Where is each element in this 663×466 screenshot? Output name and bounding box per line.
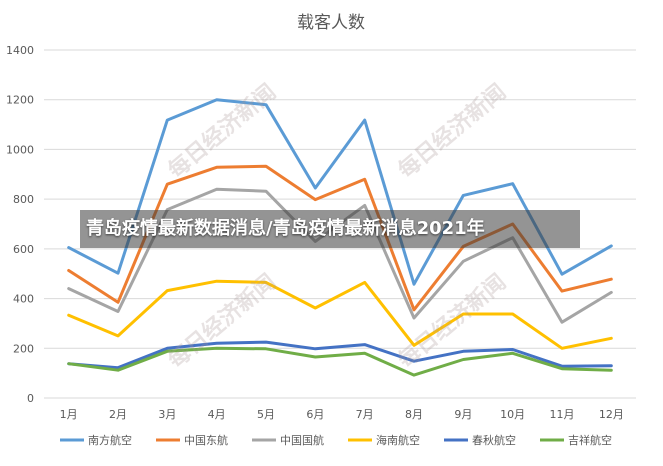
x-tick-label: 12月 [599, 408, 624, 421]
x-tick-label: 7月 [356, 408, 374, 421]
series-line-4 [67, 279, 613, 350]
x-tick-label: 2月 [109, 408, 127, 421]
x-tick-label: 1月 [60, 408, 78, 421]
headline-banner [80, 210, 580, 248]
legend-item: 海南航空 [348, 433, 420, 447]
headline-text: 青岛疫情最新数据消息/青岛疫情最新消息2021年 [86, 218, 485, 239]
legend-item: 中国国航 [252, 433, 324, 447]
legend-label: 南方航空 [88, 433, 132, 447]
y-tick-label: 0 [27, 392, 34, 405]
legend-label: 春秋航空 [472, 433, 516, 447]
x-tick-label: 5月 [257, 408, 275, 421]
legend: 南方航空 中国东航 中国国航 海南航空 春秋航空 吉祥航空 [60, 433, 612, 447]
legend-item: 春秋航空 [444, 433, 516, 447]
y-tick-label: 800 [13, 193, 34, 206]
legend-item: 中国东航 [156, 433, 228, 447]
x-tick-label: 6月 [306, 408, 324, 421]
chart-title: 载客人数 [297, 13, 365, 33]
legend-label: 吉祥航空 [568, 433, 612, 447]
x-tick-label: 11月 [550, 408, 575, 421]
x-tick-label: 9月 [454, 408, 472, 421]
gridlines [44, 49, 636, 399]
legend-label: 海南航空 [376, 433, 420, 447]
legend-label: 中国东航 [184, 433, 228, 447]
y-tick-label: 600 [13, 243, 34, 256]
x-tick-label: 3月 [158, 408, 176, 421]
x-tick-label: 10月 [500, 408, 525, 421]
y-axis-ticks: 0 200 400 600 800 1000 1200 1400 [6, 44, 34, 405]
x-tick-label: 8月 [405, 408, 423, 421]
y-tick-label: 1200 [6, 94, 34, 107]
x-tick-label: 4月 [208, 408, 226, 421]
y-tick-label: 1400 [6, 44, 34, 57]
series-line-5 [67, 340, 613, 370]
legend-label: 中国国航 [280, 433, 324, 447]
series-lines [67, 98, 613, 377]
legend-item: 吉祥航空 [540, 433, 612, 447]
legend-item: 南方航空 [60, 433, 132, 447]
x-axis-ticks: 1月 2月 3月 4月 5月 6月 7月 8月 9月 10月 11月 12月 [60, 408, 624, 421]
series-line-1 [67, 98, 613, 286]
series-line-6 [67, 346, 613, 377]
y-tick-label: 400 [13, 293, 34, 306]
y-tick-label: 200 [13, 342, 34, 355]
y-tick-label: 1000 [6, 143, 34, 156]
